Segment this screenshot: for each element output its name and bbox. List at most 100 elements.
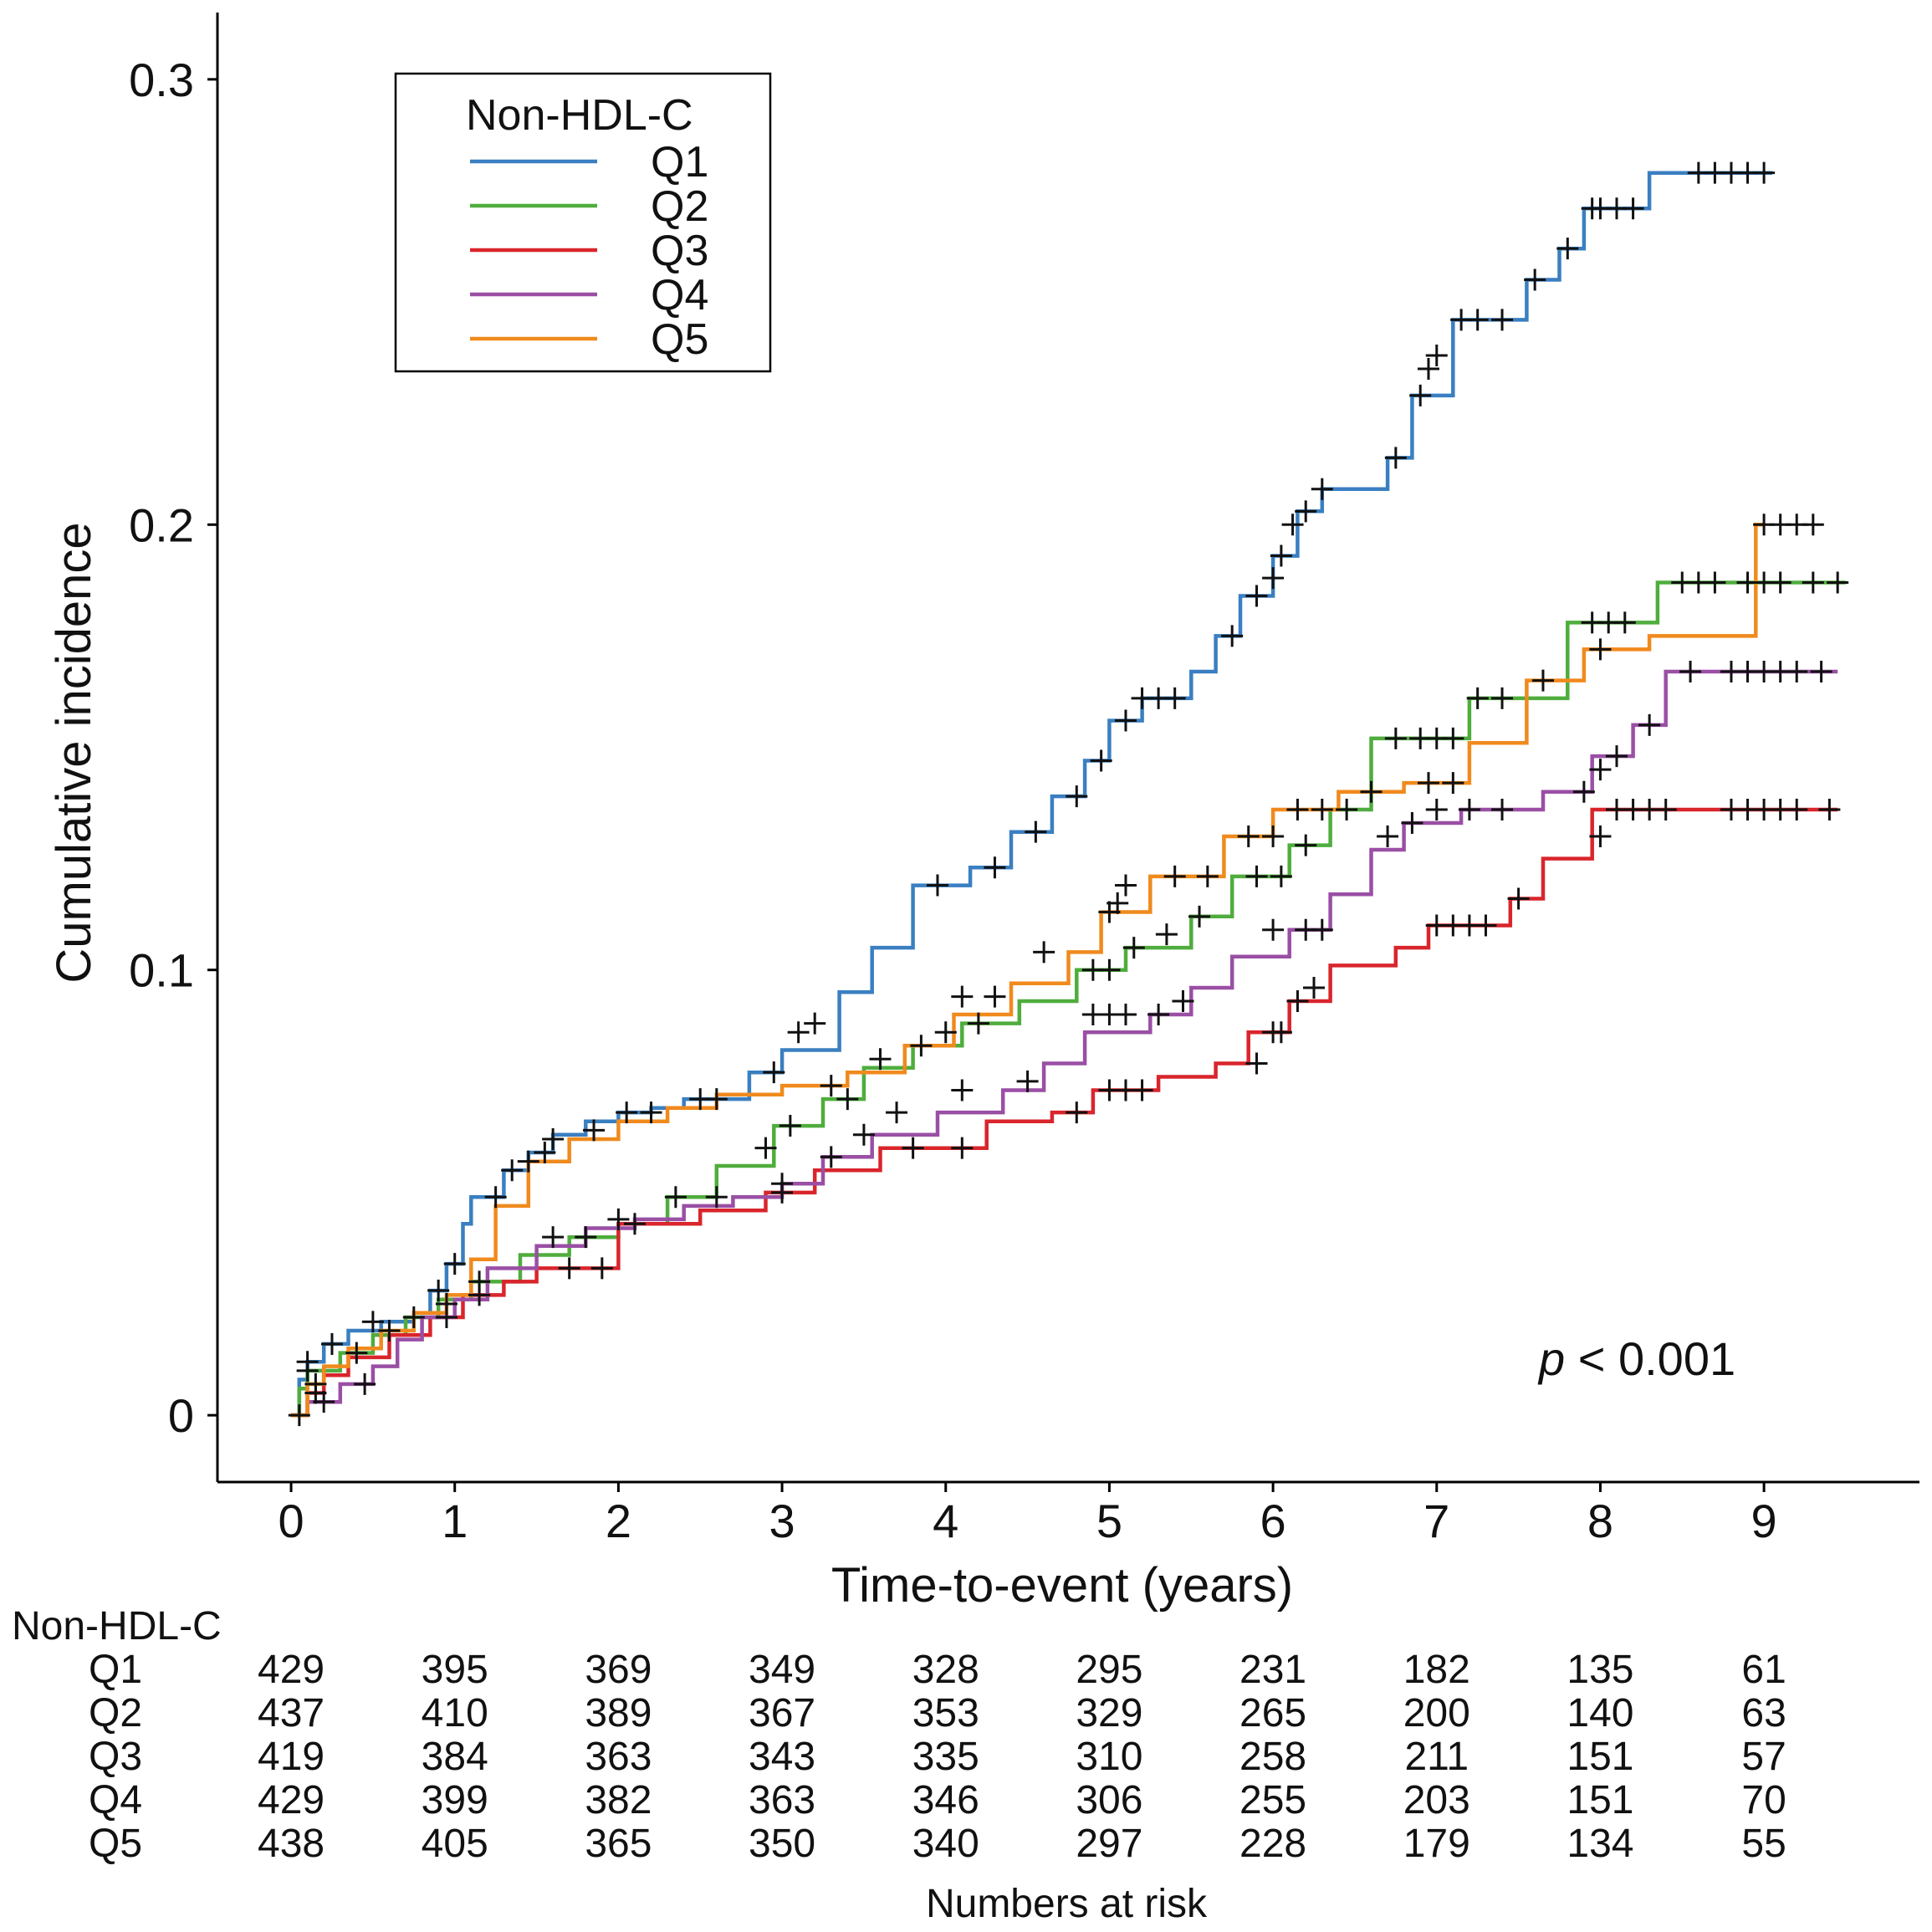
censor-mark-q1 (1491, 309, 1514, 331)
risk-cell: 382 (585, 1778, 652, 1822)
risk-cell: 179 (1403, 1822, 1470, 1866)
censor-mark-q2 (1466, 687, 1489, 709)
legend-label-q2: Q2 (651, 182, 708, 231)
risk-cell: 429 (258, 1648, 325, 1692)
censor-mark-q5 (820, 1075, 842, 1097)
censor-mark-q4 (1425, 799, 1448, 821)
censor-mark-q4 (1114, 1003, 1137, 1025)
censor-mark-q5 (378, 1319, 401, 1342)
censor-mark-q2 (1270, 865, 1292, 887)
x-tick-label: 6 (1260, 1495, 1286, 1547)
censor-mark-q3 (1507, 887, 1530, 910)
censor-mark-q2 (1336, 799, 1358, 821)
censor-mark-q1 (427, 1280, 450, 1302)
risk-cell: 151 (1567, 1735, 1633, 1779)
risk-cell: 437 (258, 1691, 325, 1735)
censor-mark-q5 (1107, 892, 1129, 914)
risk-cell: 346 (912, 1778, 979, 1822)
censor-marks-layer (288, 161, 1849, 1427)
censor-mark-q4 (1606, 745, 1628, 768)
censor-mark-q5 (542, 1128, 565, 1151)
legend-title: Non-HDL-C (466, 91, 693, 140)
censor-mark-q2 (1384, 727, 1407, 749)
numbers-at-risk-table: Non-HDL-C Q1 429 395 369 349 328 295 231 182 135 6… (12, 1604, 1786, 1926)
censor-mark-q2 (1613, 611, 1636, 634)
censor-mark-q4 (705, 1186, 728, 1209)
risk-cell: 231 (1239, 1648, 1306, 1692)
risk-cell: 419 (258, 1735, 325, 1779)
x-tick-label: 7 (1423, 1495, 1449, 1547)
censor-mark-q4 (1262, 918, 1285, 941)
censor-mark-q3 (1270, 1021, 1292, 1044)
censor-mark-q1 (1245, 585, 1268, 607)
censor-mark-q4 (951, 1079, 974, 1101)
censor-mark-q2 (345, 1342, 368, 1364)
censor-mark-q1 (1556, 238, 1579, 260)
risk-cell: 335 (912, 1735, 979, 1779)
risk-cell: 295 (1076, 1648, 1142, 1692)
series-line-q2 (291, 580, 1846, 1418)
censor-mark-q2 (1155, 923, 1178, 946)
censor-mark-q5 (934, 1021, 957, 1044)
censor-mark-q5 (517, 1150, 539, 1173)
censor-mark-q4 (542, 1226, 565, 1249)
risk-cell: 61 (1741, 1648, 1786, 1692)
censor-mark-q5 (1163, 865, 1186, 887)
censor-mark-q2 (402, 1306, 425, 1328)
censor-mark-q1 (1753, 161, 1776, 184)
censor-mark-q3 (623, 1213, 646, 1235)
y-tick-label: 0 (168, 1389, 194, 1442)
risk-cell: 310 (1076, 1735, 1142, 1779)
censor-mark-q5 (951, 985, 974, 1008)
censor-mark-q4 (852, 1123, 875, 1146)
axes-layer: 0 0.1 0.2 0.3 0 1 2 3 4 5 6 7 8 9 (129, 13, 1919, 1547)
censor-mark-q1 (534, 1142, 556, 1164)
censor-mark-q1 (1090, 749, 1112, 772)
risk-row-label: Q1 (89, 1648, 142, 1692)
risk-cell: 343 (749, 1735, 815, 1779)
x-axis-title: Time-to-event (years) (831, 1558, 1293, 1613)
censor-mark-q2 (664, 1186, 687, 1209)
censor-mark-q2 (779, 1115, 801, 1137)
censor-mark-q5 (869, 1048, 892, 1071)
series-line-q1 (291, 171, 1772, 1418)
risk-row-label: Q4 (89, 1778, 142, 1822)
legend-label-q1: Q1 (651, 138, 708, 187)
risk-cell: 134 (1567, 1822, 1633, 1866)
censor-mark-q4 (1016, 1070, 1039, 1092)
x-tick-label: 2 (606, 1495, 631, 1547)
x-tick-label: 5 (1096, 1495, 1122, 1547)
risk-cell: 228 (1239, 1822, 1306, 1866)
censor-mark-q1 (804, 1012, 826, 1035)
censor-mark-q4 (313, 1391, 335, 1413)
censor-mark-q2 (1245, 865, 1268, 887)
censor-mark-q5 (1033, 941, 1055, 963)
censor-mark-q3 (590, 1257, 613, 1280)
censor-mark-q1 (1295, 500, 1317, 523)
risk-row-label: Q2 (89, 1691, 142, 1735)
censor-mark-q2 (1098, 958, 1121, 981)
censor-mark-q1 (1417, 357, 1439, 380)
risk-cell: 349 (749, 1648, 815, 1692)
legend-label-q3: Q3 (651, 227, 708, 275)
risk-cell: 395 (422, 1648, 488, 1692)
censor-mark-q4 (886, 1101, 908, 1124)
censor-mark-q2 (1188, 905, 1211, 928)
censor-mark-q4 (820, 1146, 842, 1168)
y-tick-label: 0.2 (129, 498, 194, 551)
legend-label-q4: Q4 (651, 271, 708, 319)
censor-mark-q3 (468, 1284, 491, 1306)
censor-mark-q4 (1638, 713, 1661, 736)
censor-mark-q1 (1311, 478, 1333, 500)
censor-mark-q3 (1303, 977, 1326, 999)
censor-mark-q4 (1147, 1003, 1170, 1025)
censor-mark-q1 (1622, 197, 1644, 220)
censor-mark-q4 (1810, 660, 1832, 682)
censor-mark-q3 (1475, 914, 1497, 937)
censor-mark-q2 (1491, 687, 1514, 709)
censor-mark-q5 (1237, 825, 1260, 847)
risk-row-label: Q3 (89, 1735, 142, 1779)
x-tick-label: 9 (1751, 1495, 1777, 1547)
risk-cell: 350 (749, 1822, 815, 1866)
